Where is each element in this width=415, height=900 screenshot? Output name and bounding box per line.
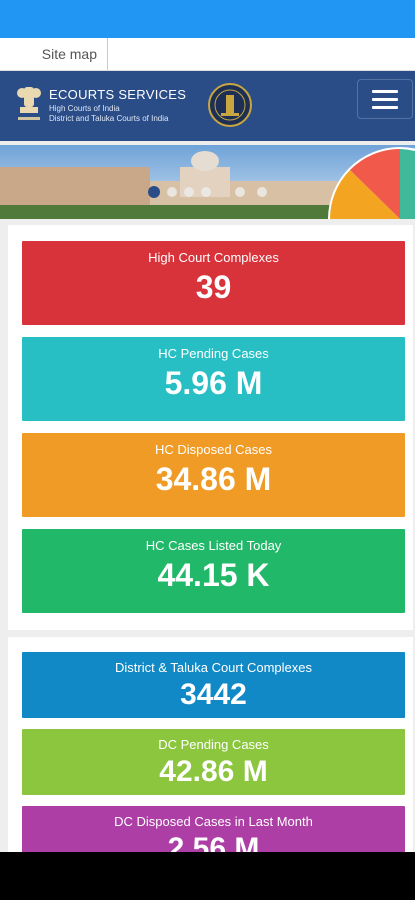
stat-card[interactable]: District & Taluka Court Complexes 3442 — [22, 652, 405, 718]
stat-label: HC Pending Cases — [158, 346, 269, 361]
app-header: ECOURTS SERVICES High Courts of India Di… — [0, 71, 415, 141]
high-court-panel: High Court Complexes 39 HC Pending Cases 5.… — [8, 225, 413, 630]
app-subtitle: District and Taluka Courts of India — [49, 114, 169, 123]
stat-card[interactable]: High Court Complexes 39 — [22, 241, 405, 325]
stat-card[interactable]: HC Cases Listed Today 44.15 K — [22, 529, 405, 613]
banner — [0, 145, 415, 219]
app-title: ECOURTS SERVICES — [49, 87, 187, 102]
stat-label: DC Disposed Cases in Last Month — [114, 814, 313, 829]
stat-value: 44.15 K — [157, 557, 270, 593]
stat-value: 5.96 M — [164, 365, 263, 401]
stat-value: 3442 — [180, 678, 247, 711]
emblem — [17, 87, 41, 120]
top-links: Site map — [0, 38, 415, 71]
dashboard: High Court Complexes 39 HC Pending Cases 5.… — [0, 219, 415, 852]
stat-card[interactable]: DC Pending Cases 42.86 M — [22, 729, 405, 795]
site-map-link[interactable]: Site map — [0, 38, 108, 70]
stat-label: DC Pending Cases — [158, 737, 269, 752]
stat-card[interactable]: HC Disposed Cases 34.86 M — [22, 433, 405, 517]
menu-button[interactable] — [357, 79, 413, 119]
stat-label: District & Taluka Court Complexes — [115, 660, 312, 675]
stat-value: 39 — [195, 269, 232, 305]
stat-label: High Court Complexes — [148, 250, 279, 265]
stat-value: 2.56 M — [167, 832, 260, 852]
court-logo — [208, 83, 252, 127]
navigation-bar — [0, 852, 415, 900]
stat-card[interactable]: HC Pending Cases 5.96 M — [22, 337, 405, 421]
app-subtitle: High Courts of India — [49, 104, 120, 113]
status-bar — [0, 0, 415, 38]
district-court-panel: District & Taluka Court Complexes 3442 DC … — [8, 637, 413, 852]
stat-card[interactable]: DC Disposed Cases in Last Month 2.56 M — [22, 806, 405, 852]
stat-value: 42.86 M — [159, 755, 268, 788]
stat-label: HC Disposed Cases — [154, 442, 273, 457]
stat-value: 34.86 M — [155, 461, 272, 497]
stat-label: HC Cases Listed Today — [145, 538, 282, 553]
